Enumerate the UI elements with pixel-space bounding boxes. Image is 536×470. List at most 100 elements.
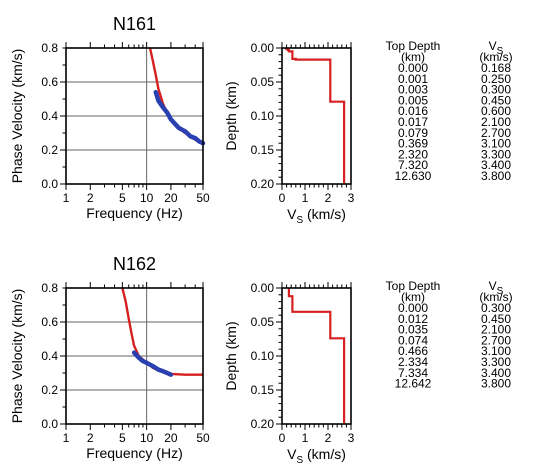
n161-profile-xtick-label: 3 bbox=[348, 191, 355, 205]
n162-table-vs-value: 3.400 bbox=[481, 366, 511, 380]
n161-profile-ytick-label: 0.15 bbox=[251, 143, 275, 157]
n161-disp-ytick-label: 0.8 bbox=[41, 41, 58, 55]
n161-profile-ytick-label: 0.00 bbox=[251, 41, 275, 55]
n161-profile-xtick-label: 2 bbox=[325, 191, 332, 205]
n162-table-vs-value: 2.100 bbox=[481, 323, 511, 337]
n161-table-depth-value: 12.630 bbox=[395, 169, 432, 183]
n161-disp-xtick-label: 50 bbox=[196, 191, 210, 205]
n161-disp-title: N161 bbox=[113, 14, 156, 34]
n161-table-depth-value: 0.000 bbox=[398, 61, 428, 75]
n162-table-depth-value: 0.466 bbox=[398, 344, 428, 358]
n161-table-vs-value: 0.168 bbox=[481, 61, 511, 75]
n161-disp-xlabel: Frequency (Hz) bbox=[86, 205, 182, 221]
n161-table-header-depth: Top Depth bbox=[386, 39, 441, 53]
n162-profile-xtick-label: 3 bbox=[348, 431, 355, 445]
n161-table-vs-value: 3.300 bbox=[481, 147, 511, 161]
n162-profile-ytick-label: 0.20 bbox=[251, 417, 275, 431]
n161-disp-xtick-label: 1 bbox=[63, 191, 70, 205]
n162-disp-title: N162 bbox=[113, 254, 156, 274]
n161-table-vs-value: 3.800 bbox=[481, 169, 511, 183]
n162-disp-xlabel: Frequency (Hz) bbox=[86, 445, 182, 461]
n162-observed-dispersion-line bbox=[131, 350, 174, 377]
n161-profile-xtick-label: 1 bbox=[302, 191, 309, 205]
n161-observed-dispersion-line bbox=[153, 89, 206, 146]
n161-table-depth-value: 0.017 bbox=[398, 115, 428, 129]
n161-table-vs-value: 0.600 bbox=[481, 104, 511, 118]
n162-profile-ytick-label: 0.05 bbox=[251, 315, 275, 329]
n162-profile-xlabel: VS (km/s) bbox=[287, 446, 346, 466]
n161-table-depth-value: 2.320 bbox=[398, 147, 428, 161]
n161-disp-ytick-label: 0.6 bbox=[41, 75, 58, 89]
n162-disp-ytick-label: 0.2 bbox=[41, 383, 58, 397]
n162-profile-ytick-label: 0.00 bbox=[251, 281, 275, 295]
n161-table-vs-value: 0.450 bbox=[481, 93, 511, 107]
n162-profile-ytick-label: 0.10 bbox=[251, 349, 275, 363]
n162-table-vs-value: 3.100 bbox=[481, 344, 511, 358]
n162-table-depth-value: 0.012 bbox=[398, 312, 428, 326]
n162-vs-profile-line bbox=[287, 288, 346, 424]
n162-disp-xtick-label: 2 bbox=[87, 431, 94, 445]
n162-table-depth-value: 0.035 bbox=[398, 323, 428, 337]
n162-disp-xtick-label: 10 bbox=[140, 431, 154, 445]
n162-disp-xtick-label: 5 bbox=[119, 431, 126, 445]
n161-table-depth-value: 0.003 bbox=[398, 83, 428, 97]
n162-disp-ytick-label: 0.6 bbox=[41, 315, 58, 329]
n161-table-depth-value: 0.016 bbox=[398, 104, 428, 118]
n161-profile-ytick-label: 0.10 bbox=[251, 109, 275, 123]
n162-table-header-depth: Top Depth bbox=[386, 279, 441, 293]
n162-profile-xtick-label: 1 bbox=[302, 431, 309, 445]
n161-table-vs-value: 2.700 bbox=[481, 126, 511, 140]
n161-table-depth-value: 0.369 bbox=[398, 137, 428, 151]
n161-profile-frame bbox=[281, 47, 352, 185]
n162-table-depth-value: 12.642 bbox=[395, 377, 432, 391]
n161-table-header-vs: VS bbox=[489, 39, 504, 57]
n162-table-vs-value: 3.800 bbox=[481, 377, 511, 391]
n161-table-depth-value: 0.005 bbox=[398, 93, 428, 107]
n161-disp-ytick-label: 0.4 bbox=[41, 109, 58, 123]
n161-table-vs-value: 3.400 bbox=[481, 158, 511, 172]
n162-disp-ytick-label: 0.8 bbox=[41, 281, 58, 295]
n162-disp-xtick-label: 20 bbox=[164, 431, 178, 445]
n162-table-header-vs: VS bbox=[489, 279, 504, 297]
n161-table-depth-value: 0.079 bbox=[398, 126, 428, 140]
n161-disp-xtick-label: 5 bbox=[119, 191, 126, 205]
n161-table-header-depth-unit: (km) bbox=[401, 50, 425, 64]
n162-model-dispersion-line bbox=[121, 287, 203, 376]
n162-table-depth-value: 0.074 bbox=[398, 333, 428, 347]
n161-table-depth-value: 0.001 bbox=[398, 72, 428, 86]
n161-table-depth-value: 7.320 bbox=[398, 158, 428, 172]
n162-disp-ylabel: Phase Velocity (km/s) bbox=[9, 289, 25, 424]
n162-profile-ytick-label: 0.15 bbox=[251, 383, 275, 397]
n162-table-depth-value: 7.334 bbox=[398, 366, 428, 380]
n162-table-vs-value: 0.450 bbox=[481, 312, 511, 326]
n162-table-header-vs-unit: (km/s) bbox=[479, 290, 512, 304]
n161-table-vs-value: 0.300 bbox=[481, 83, 511, 97]
n162-profile-xtick-label: 0 bbox=[279, 431, 286, 445]
n161-disp-xtick-label: 10 bbox=[140, 191, 154, 205]
n161-vs-profile-line bbox=[284, 47, 346, 184]
n162-table-vs-value: 0.300 bbox=[481, 301, 511, 315]
n161-disp-ytick-label: 0.2 bbox=[41, 143, 58, 157]
n161-profile-xlabel: VS (km/s) bbox=[287, 206, 346, 226]
n161-table-vs-value: 0.250 bbox=[481, 72, 511, 86]
n161-profile-ytick-label: 0.20 bbox=[251, 177, 275, 191]
n162-table-depth-value: 2.334 bbox=[398, 355, 428, 369]
n162-table-header-depth-unit: (km) bbox=[401, 290, 425, 304]
n161-disp-xtick-label: 2 bbox=[87, 191, 94, 205]
n161-disp-ytick-label: 0.0 bbox=[41, 177, 58, 191]
n162-profile-xtick-label: 2 bbox=[325, 431, 332, 445]
n162-disp-xtick-label: 50 bbox=[196, 431, 210, 445]
n161-profile-xtick-label: 0 bbox=[279, 191, 286, 205]
n162-disp-xtick-label: 1 bbox=[63, 431, 70, 445]
n162-table-vs-value: 2.700 bbox=[481, 333, 511, 347]
n161-disp-xtick-label: 20 bbox=[164, 191, 178, 205]
n162-disp-ytick-label: 0.4 bbox=[41, 349, 58, 363]
n162-table-depth-value: 0.000 bbox=[398, 301, 428, 315]
n161-profile-ylabel: Depth (km) bbox=[223, 81, 239, 150]
n161-table-vs-value: 2.100 bbox=[481, 115, 511, 129]
n162-profile-ylabel: Depth (km) bbox=[223, 321, 239, 390]
n161-profile-ytick-label: 0.05 bbox=[251, 75, 275, 89]
n161-table-vs-value: 3.100 bbox=[481, 137, 511, 151]
n162-disp-ytick-label: 0.0 bbox=[41, 417, 58, 431]
